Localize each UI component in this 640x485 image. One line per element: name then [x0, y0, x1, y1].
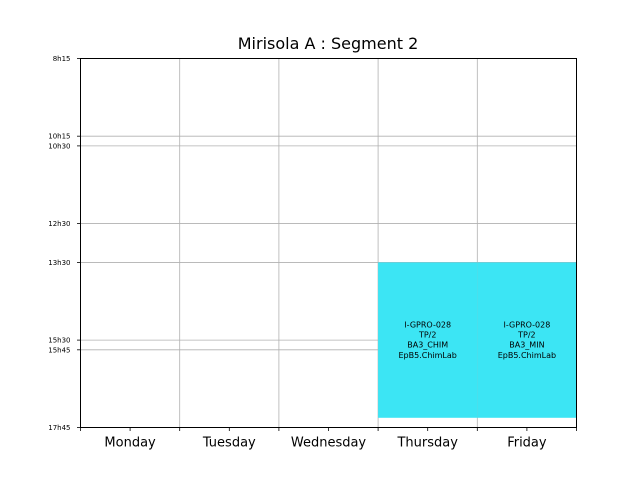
y-tick-label: 12h30 — [48, 220, 70, 228]
y-tick-label: 17h45 — [48, 424, 70, 432]
event-label-line: BA3_CHIM — [407, 341, 448, 350]
event-label-line: BA3_MIN — [509, 341, 544, 350]
event-label-line: I-GPRO-028 — [504, 320, 551, 329]
y-tick-label: 13h30 — [48, 259, 70, 267]
chart-title: Mirisola A : Segment 2 — [238, 34, 419, 53]
y-tick-label: 8h15 — [53, 55, 71, 63]
y-tick-label: 10h15 — [48, 133, 70, 141]
event-label-line: I-GPRO-028 — [404, 320, 451, 329]
event-label-line: EpB5.ChimLab — [498, 351, 556, 360]
x-tick-label-tuesday: Tuesday — [202, 436, 256, 451]
event-block-thursday — [378, 262, 478, 418]
event-label-line: EpB5.ChimLab — [399, 351, 457, 360]
event-block-friday — [477, 262, 577, 418]
event-label-line: TP/2 — [517, 331, 536, 340]
event-label-line: TP/2 — [418, 331, 437, 340]
event-blocks: I-GPRO-028TP/2BA3_CHIMEpB5.ChimLabI-GPRO… — [378, 262, 577, 418]
x-tick-label-wednesday: Wednesday — [291, 436, 367, 451]
y-tick-label: 15h45 — [48, 346, 70, 354]
x-tick-label-monday: Monday — [104, 436, 156, 451]
y-tick-label: 10h30 — [48, 142, 70, 150]
x-tick-label-friday: Friday — [507, 436, 547, 451]
x-tick-label-thursday: Thursday — [396, 436, 458, 451]
y-tick-label: 15h30 — [48, 337, 70, 345]
